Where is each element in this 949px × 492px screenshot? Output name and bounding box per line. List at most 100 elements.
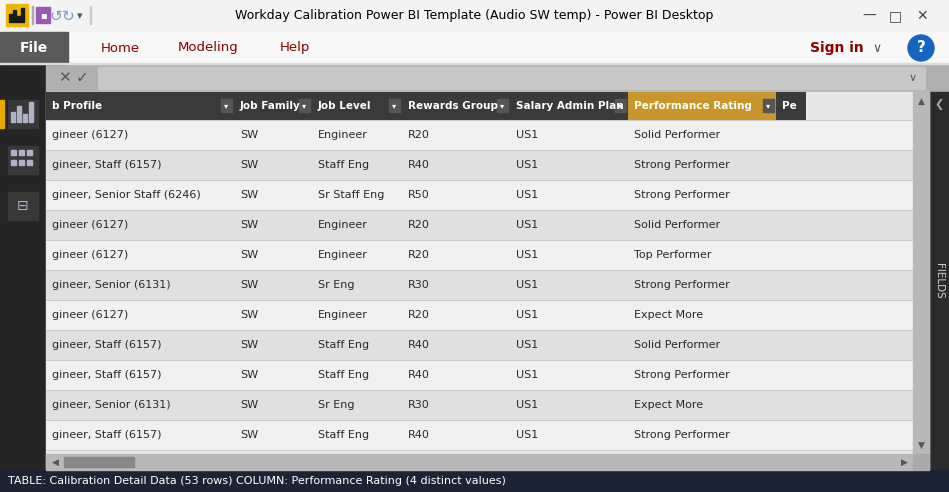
Bar: [98, 67, 925, 89]
Bar: [763, 99, 774, 112]
Text: Job Level: Job Level: [318, 101, 371, 111]
Text: Sign in: Sign in: [810, 41, 864, 55]
Bar: [64, 457, 134, 467]
Bar: [299, 99, 310, 112]
Text: □: □: [888, 9, 902, 23]
Text: TABLE: Calibration Detail Data (53 rows) COLUMN: Performance Rating (4 distinct : TABLE: Calibration Detail Data (53 rows)…: [8, 476, 506, 486]
Text: ▾: ▾: [619, 101, 623, 111]
Text: Engineer: Engineer: [318, 310, 368, 320]
Text: ▪: ▪: [40, 10, 47, 20]
Text: ◀: ◀: [51, 458, 59, 466]
Bar: [8, 192, 38, 220]
Text: ▾: ▾: [224, 101, 229, 111]
Bar: [46, 210, 913, 240]
Bar: [0, 32, 68, 64]
Text: R40: R40: [408, 430, 430, 440]
Text: Workday Calibration Power BI Template (Audio SW temp) - Power BI Desktop: Workday Calibration Power BI Template (A…: [235, 9, 714, 23]
Text: gineer, Senior (6131): gineer, Senior (6131): [52, 400, 171, 410]
Text: gineer (6127): gineer (6127): [52, 220, 128, 230]
Text: R50: R50: [408, 190, 430, 200]
Text: US1: US1: [516, 400, 538, 410]
Text: R20: R20: [408, 220, 430, 230]
Bar: [221, 99, 232, 112]
Text: FIELDS: FIELDS: [934, 263, 944, 299]
Bar: [46, 360, 913, 390]
Text: ❮: ❮: [935, 98, 943, 110]
Bar: [913, 454, 929, 470]
Text: Engineer: Engineer: [318, 250, 368, 260]
Text: gineer, Staff (6157): gineer, Staff (6157): [52, 160, 161, 170]
Bar: [46, 270, 913, 271]
Text: SW: SW: [240, 160, 258, 170]
Bar: [46, 210, 913, 211]
Text: ✕: ✕: [916, 9, 928, 23]
Bar: [0, 100, 4, 128]
Text: Pe: Pe: [782, 101, 797, 111]
Bar: [46, 120, 913, 121]
Text: ▶: ▶: [901, 458, 907, 466]
Text: Staff Eng: Staff Eng: [318, 370, 369, 380]
Text: —: —: [862, 9, 876, 23]
Text: b Profile: b Profile: [52, 101, 102, 111]
Bar: [11, 112, 15, 122]
Text: Sr Eng: Sr Eng: [318, 400, 355, 410]
Text: Solid Performer: Solid Performer: [634, 130, 720, 140]
Bar: [17, 16, 20, 22]
Text: R30: R30: [408, 280, 430, 290]
Text: Home: Home: [101, 41, 140, 55]
Bar: [0, 32, 949, 64]
Text: gineer (6127): gineer (6127): [52, 310, 128, 320]
Bar: [27, 150, 32, 155]
Text: Solid Performer: Solid Performer: [634, 220, 720, 230]
Text: Expect More: Expect More: [634, 400, 703, 410]
Text: Performance Rating: Performance Rating: [634, 101, 752, 111]
Bar: [36, 7, 50, 23]
Text: Job Family: Job Family: [240, 101, 301, 111]
Text: SW: SW: [240, 400, 258, 410]
Bar: [234, 92, 312, 120]
Text: Strong Performer: Strong Performer: [634, 160, 730, 170]
Text: Engineer: Engineer: [318, 220, 368, 230]
Text: Sr Staff Eng: Sr Staff Eng: [318, 190, 384, 200]
Text: R30: R30: [408, 400, 430, 410]
Bar: [402, 92, 510, 120]
Text: R20: R20: [408, 250, 430, 260]
Text: Sr Eng: Sr Eng: [318, 280, 355, 290]
Bar: [776, 92, 806, 120]
Text: ∨: ∨: [872, 41, 882, 55]
Text: SW: SW: [240, 250, 258, 260]
Bar: [46, 150, 913, 180]
Text: ▾: ▾: [303, 101, 307, 111]
Text: US1: US1: [516, 130, 538, 140]
Text: ▾: ▾: [392, 101, 397, 111]
Bar: [46, 330, 913, 331]
Bar: [913, 92, 929, 454]
Text: ▼: ▼: [918, 440, 924, 450]
Bar: [46, 300, 913, 301]
Text: ∨: ∨: [909, 73, 917, 83]
Bar: [389, 99, 400, 112]
Text: gineer, Staff (6157): gineer, Staff (6157): [52, 370, 161, 380]
Text: US1: US1: [516, 430, 538, 440]
Text: Engineer: Engineer: [318, 130, 368, 140]
Text: US1: US1: [516, 250, 538, 260]
Bar: [8, 146, 38, 174]
Text: Help: Help: [280, 41, 310, 55]
Text: Expect More: Expect More: [634, 310, 703, 320]
Bar: [46, 454, 913, 470]
Bar: [13, 10, 16, 22]
Bar: [46, 360, 913, 361]
Text: ▾: ▾: [77, 11, 83, 21]
Text: R40: R40: [408, 370, 430, 380]
Text: ▾: ▾: [500, 101, 505, 111]
Text: Solid Performer: Solid Performer: [634, 340, 720, 350]
Text: Staff Eng: Staff Eng: [318, 340, 369, 350]
Text: Rewards Group: Rewards Group: [408, 101, 498, 111]
Text: SW: SW: [240, 370, 258, 380]
Text: gineer, Staff (6157): gineer, Staff (6157): [52, 340, 161, 350]
Text: US1: US1: [516, 370, 538, 380]
Text: Strong Performer: Strong Performer: [634, 280, 730, 290]
Text: Salary Admin Plan: Salary Admin Plan: [516, 101, 623, 111]
Text: SW: SW: [240, 340, 258, 350]
Text: Modeling: Modeling: [177, 41, 238, 55]
